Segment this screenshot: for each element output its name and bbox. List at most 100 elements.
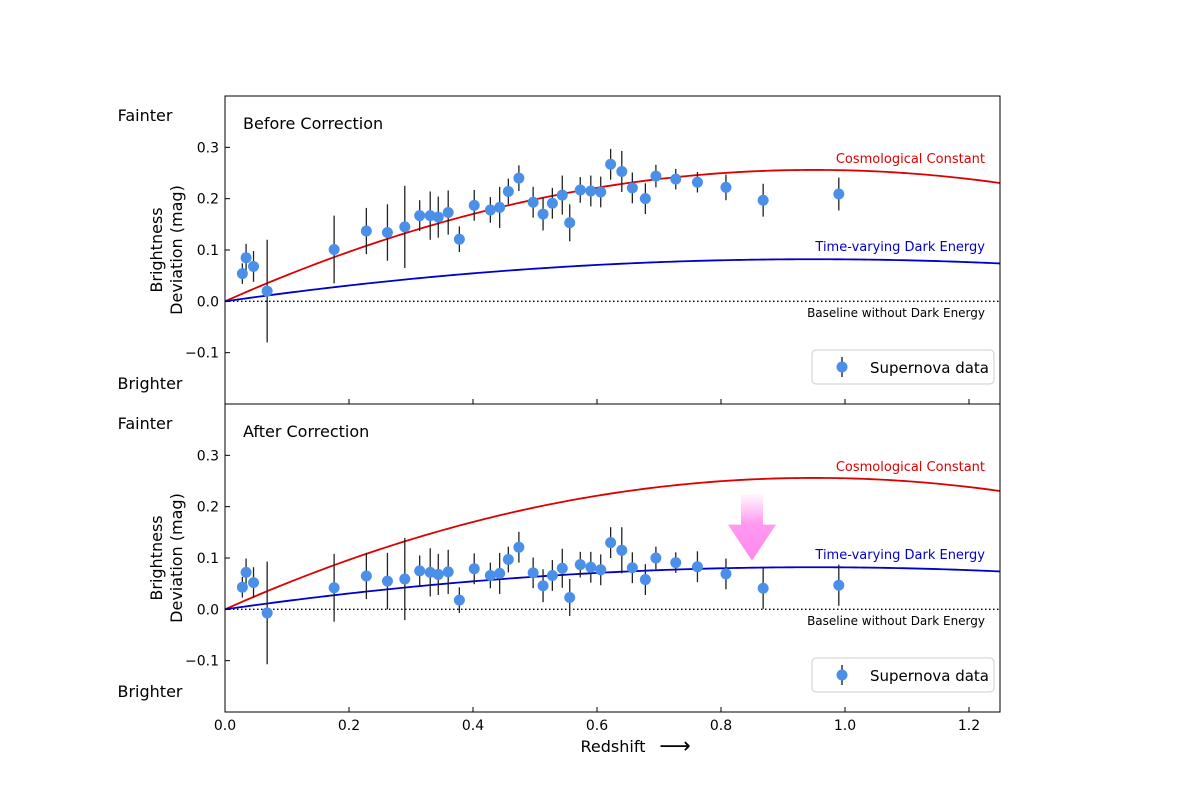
data-point (564, 217, 576, 229)
x-tick-label: 0.6 (586, 718, 608, 734)
legend: Supernova data (811, 349, 995, 385)
correction-arrow (728, 493, 776, 561)
brighter-label: Brighter (118, 374, 183, 393)
data-point (468, 563, 480, 575)
cosmological-constant-label: Cosmological Constant (836, 460, 985, 475)
data-point (720, 568, 732, 580)
data-point (432, 568, 444, 580)
data-point (585, 185, 597, 197)
data-point (261, 285, 273, 297)
data-point (574, 184, 586, 196)
data-point (261, 607, 273, 619)
panel-after-correction: Fainter Brighter Brightness Deviation (m… (118, 403, 1001, 759)
data-point (650, 170, 662, 182)
data-point (833, 188, 845, 200)
data-point (595, 564, 607, 576)
data-point (360, 570, 372, 582)
data-point (639, 574, 651, 586)
cosmological-constant-curve (224, 169, 1001, 303)
data-point (248, 577, 260, 589)
legend-marker (836, 361, 848, 373)
data-point (616, 544, 628, 556)
data-point (484, 204, 496, 216)
data-point (328, 243, 340, 255)
data-point (527, 196, 539, 208)
data-point (399, 221, 411, 233)
data-point (414, 565, 426, 577)
data-point (670, 557, 682, 569)
panel-title-after: After Correction (243, 422, 369, 441)
baseline-label: Baseline without Dark Energy (807, 614, 985, 628)
data-point (720, 181, 732, 193)
data-point (757, 194, 769, 206)
data-point (605, 158, 617, 170)
data-point (513, 541, 525, 553)
x-tick-label: 0.4 (462, 718, 484, 734)
data-point (595, 186, 607, 198)
data-point (691, 176, 703, 188)
data-point (494, 201, 506, 213)
cosmological-constant-curve (224, 477, 1001, 611)
data-point (484, 569, 496, 581)
legend-box (811, 349, 995, 385)
data-point (513, 172, 525, 184)
fainter-label: Fainter (118, 414, 173, 433)
dark-energy-curve (224, 258, 1001, 303)
data-point (757, 582, 769, 594)
data-point (442, 566, 454, 578)
dark-energy-curve (224, 566, 1001, 611)
y-tick-label: 0.2 (197, 192, 219, 208)
y-tick-label: 0.3 (197, 140, 219, 156)
cosmological-constant-label: Cosmological Constant (836, 152, 985, 167)
plot-area-after: −0.1 0.0 0.1 0.2 0.3 0.0 0.2 0.4 0.6 0.8 1.0 1.2 (185, 403, 1001, 734)
x-tick-label: 1.0 (834, 718, 856, 734)
x-tick-label: 0.0 (214, 718, 236, 734)
data-point (527, 567, 539, 579)
data-point (236, 268, 248, 280)
y-axis-label-line1: Brightness (147, 515, 166, 600)
plot-area-before: −0.1 0.0 0.1 0.2 0.3 (185, 95, 1001, 405)
data-point (537, 580, 549, 592)
data-point (432, 211, 444, 223)
data-point (833, 579, 845, 591)
y-tick-label: 0.0 (197, 602, 219, 618)
data-point (574, 559, 586, 571)
data-point (605, 537, 617, 549)
data-point (414, 210, 426, 222)
data-point (639, 193, 651, 205)
data-point (236, 581, 248, 593)
data-point (240, 566, 252, 578)
y-tick-label: 0.0 (197, 294, 219, 310)
data-point (546, 569, 558, 581)
data-point (453, 594, 465, 606)
legend-label: Supernova data (870, 667, 989, 685)
y-tick-label: 0.1 (197, 551, 219, 567)
data-point (650, 552, 662, 564)
data-point (494, 567, 506, 579)
legend: Supernova data (811, 657, 995, 693)
data-point (502, 554, 514, 566)
data-point (328, 582, 340, 594)
y-tick-label: 0.2 (197, 500, 219, 516)
data-point (442, 207, 454, 219)
data-point (616, 165, 628, 177)
data-point (248, 260, 260, 272)
data-point (537, 208, 549, 220)
y-tick-label: −0.1 (185, 654, 219, 670)
data-point (670, 173, 682, 185)
data-point (691, 561, 703, 573)
data-point (556, 189, 568, 201)
data-point (381, 575, 393, 587)
x-axis-arrow: ⟶ (659, 734, 691, 759)
x-tick-label: 0.8 (710, 718, 732, 734)
y-axis-label-line2: Deviation (mag) (167, 185, 186, 315)
y-tick-label: −0.1 (185, 346, 219, 362)
data-point (502, 185, 514, 197)
y-axis-label-line1: Brightness (147, 207, 166, 292)
data-point (626, 562, 638, 574)
data-point (240, 252, 252, 264)
legend-marker (836, 669, 848, 681)
panel-before-correction: Fainter Brighter Brightness Deviation (m… (118, 95, 1001, 405)
y-tick-label: 0.1 (197, 243, 219, 259)
